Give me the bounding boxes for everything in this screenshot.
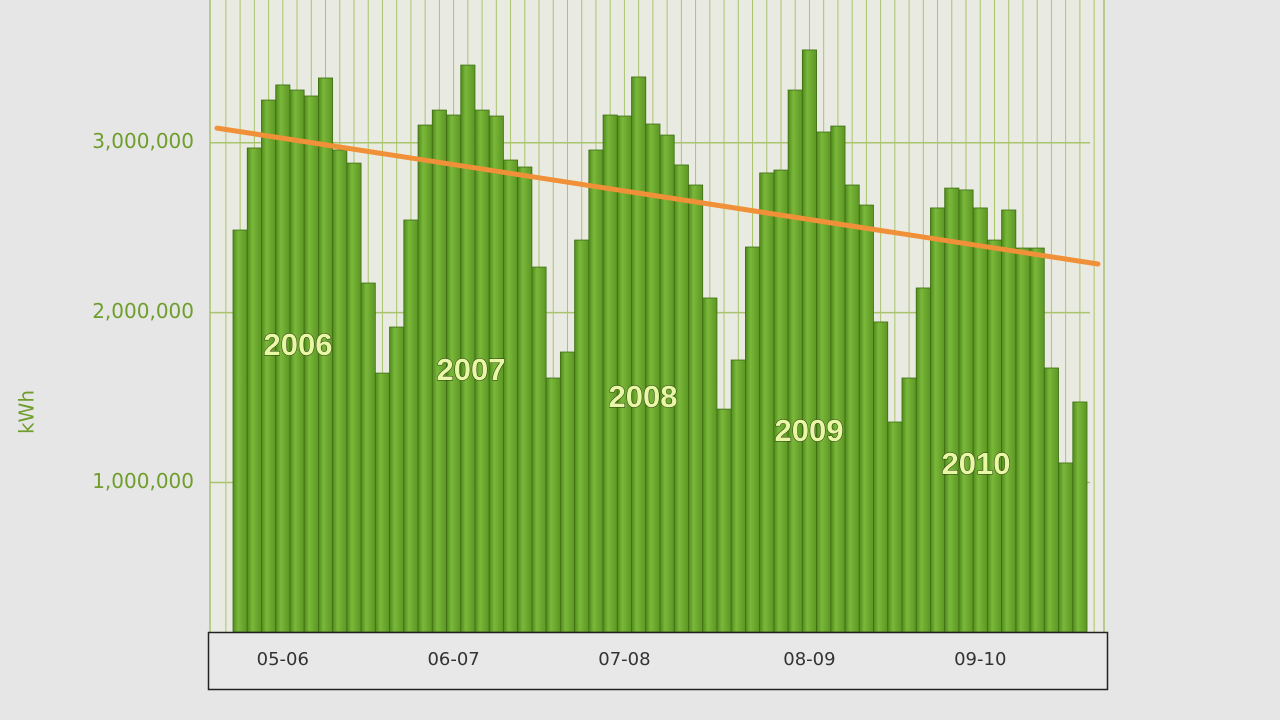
x-tick-label: 07-08 [598, 649, 650, 670]
bar [915, 287, 931, 633]
bar [745, 246, 761, 633]
bar [873, 321, 889, 633]
bar [517, 166, 533, 633]
bar [303, 95, 319, 633]
bar [503, 159, 519, 633]
bar [588, 149, 604, 633]
x-tick-label: 05-06 [257, 649, 309, 670]
bar [389, 326, 405, 633]
bar [1029, 247, 1045, 633]
bar [346, 162, 362, 633]
bar [374, 372, 390, 633]
bar [417, 124, 433, 633]
bar [232, 229, 248, 633]
trend-line [214, 125, 1101, 267]
bar [858, 204, 874, 633]
bar [1072, 401, 1088, 633]
bar [246, 147, 262, 633]
bar [261, 99, 277, 633]
bar [972, 207, 988, 633]
bar [844, 184, 860, 633]
x-tick-label: 09-10 [954, 649, 1006, 670]
bar [702, 297, 718, 633]
year-annotation: 2010 [942, 446, 1011, 481]
bar [602, 114, 618, 633]
year-annotation: 2009 [775, 413, 844, 448]
bar [574, 239, 590, 633]
bar [901, 377, 917, 633]
x-tick-label: 08-09 [783, 649, 835, 670]
bar [1015, 247, 1031, 633]
bar [801, 49, 817, 633]
bar [730, 359, 746, 633]
year-annotation: 2006 [264, 327, 333, 362]
bar [787, 89, 803, 633]
bar [360, 282, 376, 633]
year-annotation: 2007 [437, 352, 506, 387]
bar [1001, 209, 1017, 633]
bar [887, 421, 903, 633]
y-tick-label: 1,000,000 [92, 469, 194, 493]
bar [460, 64, 476, 633]
bar [559, 351, 575, 633]
bar [944, 187, 960, 633]
year-annotation: 2008 [609, 379, 678, 414]
bar [332, 149, 348, 633]
bar [830, 125, 846, 633]
bar [1043, 367, 1059, 633]
bar [631, 76, 647, 633]
bar [531, 266, 547, 633]
bar [986, 239, 1002, 633]
bar [930, 207, 946, 633]
bar [1058, 462, 1074, 633]
bar [759, 172, 775, 633]
bar [716, 408, 732, 633]
overlay: 2006 2007 2008 2009 2010 [214, 125, 1101, 482]
y-axis-label: kWh [15, 390, 39, 434]
bar [688, 184, 704, 633]
x-tick-label: 06-07 [427, 649, 479, 670]
bar [816, 131, 832, 633]
y-tick-label: 3,000,000 [92, 129, 194, 153]
y-tick-label: 2,000,000 [92, 299, 194, 323]
bar [958, 189, 974, 633]
bars [232, 49, 1088, 633]
x-axis-box [207, 631, 1109, 691]
bar [545, 377, 561, 633]
bar [403, 219, 419, 633]
bar [773, 169, 789, 633]
bar [645, 123, 661, 633]
